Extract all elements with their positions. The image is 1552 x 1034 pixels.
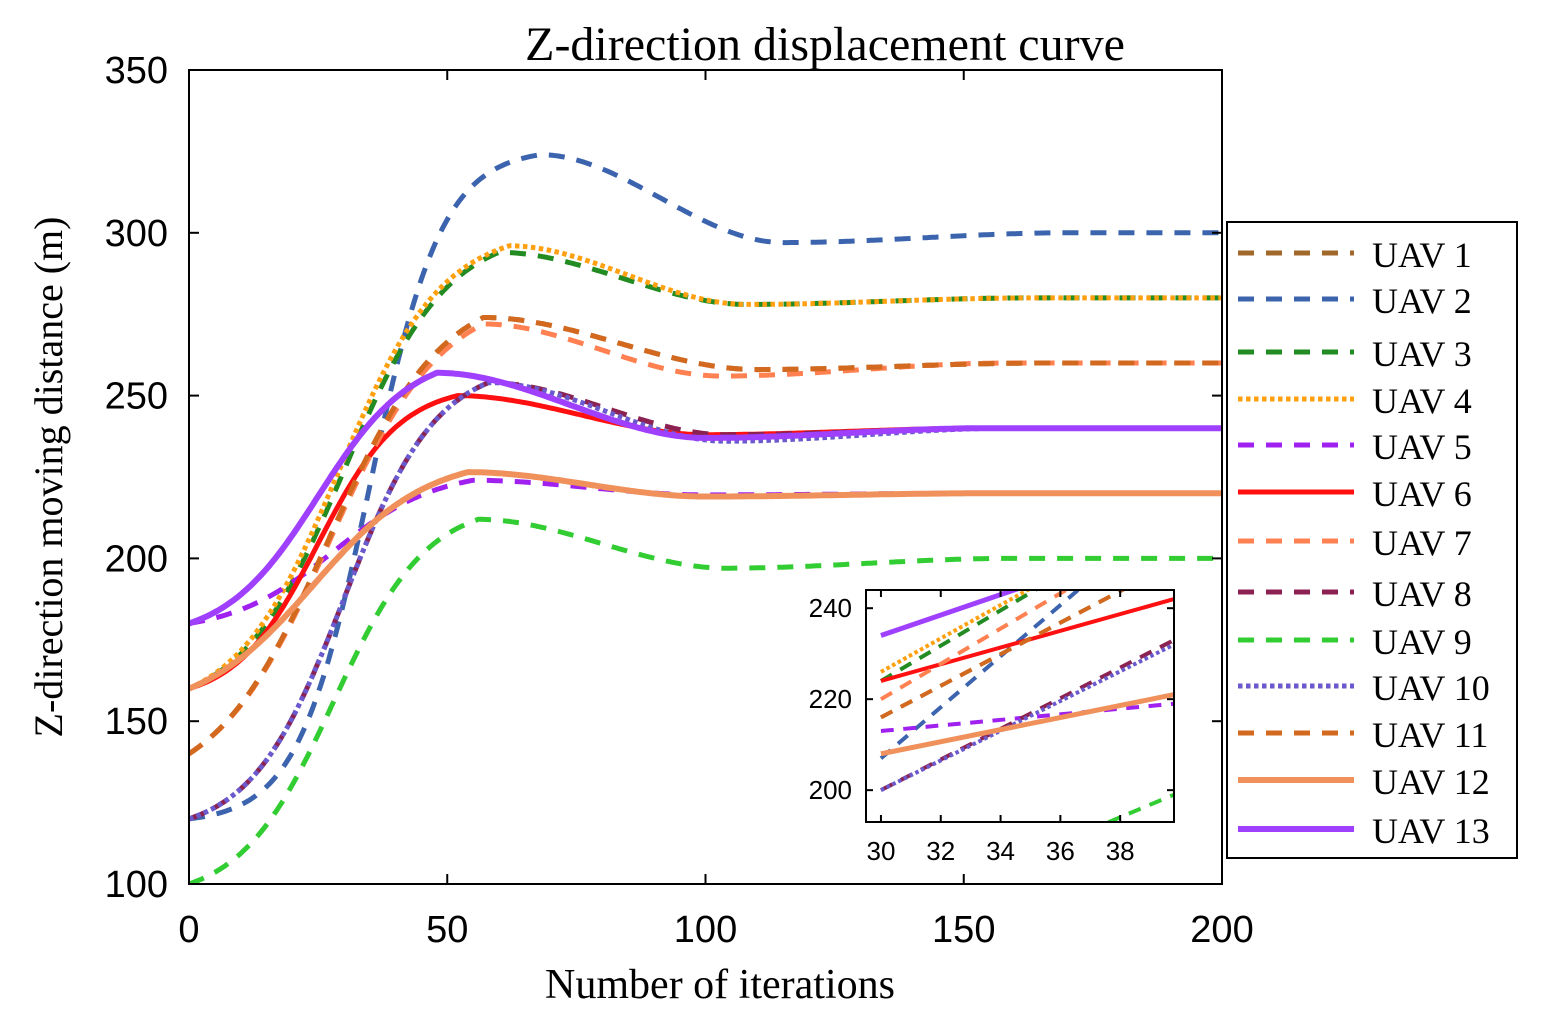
inset-series-line-uav-13 — [880, 590, 1022, 638]
y-axis-label: Z-direction moving distance (m) — [26, 217, 71, 738]
y-tick-label: 250 — [105, 376, 168, 418]
legend-label-uav-2: UAV 2 — [1372, 281, 1472, 321]
legend-label-uav-9: UAV 9 — [1372, 622, 1472, 662]
inset-series-line-uav-11 — [880, 590, 1127, 720]
legend-label-uav-7: UAV 7 — [1372, 523, 1472, 563]
y-tick-label: 350 — [105, 50, 168, 92]
main-axis-ticks: 0 50 100 150 200 100 150 200 250 300 350 — [105, 50, 1254, 951]
series-line-uav-9 — [189, 516, 1222, 884]
y-tick-label: 200 — [105, 538, 168, 580]
inset-series-line-uav-7 — [879, 590, 1070, 701]
inset-x-tick-label: 36 — [1046, 836, 1075, 866]
legend-label-uav-4: UAV 4 — [1372, 381, 1472, 421]
inset-axis-ticks: 30 32 34 36 38 200 220 240 — [809, 590, 1174, 866]
inset-plot: 30 32 34 36 38 200 220 240 — [809, 589, 1175, 866]
x-tick-label: 200 — [1190, 909, 1253, 951]
inset-series-line-uav-5 — [880, 701, 1174, 734]
legend-label-uav-3: UAV 3 — [1372, 334, 1472, 374]
y-tick-label: 150 — [105, 701, 168, 743]
x-tick-label: 100 — [674, 909, 737, 951]
series-line-uav-8 — [189, 380, 1222, 822]
series-line-uav-12 — [189, 469, 1222, 692]
legend-label-uav-1: UAV 1 — [1372, 235, 1472, 275]
legend-label-uav-12: UAV 12 — [1372, 762, 1490, 802]
main-plot-series-group — [189, 152, 1222, 884]
inset-series-line-uav-3 — [879, 590, 1040, 683]
inset-series-line-uav-12 — [880, 692, 1174, 757]
chart-title: Z-direction displacement curve — [525, 18, 1125, 71]
inset-y-tick-label: 240 — [809, 593, 852, 623]
legend-label-uav-10: UAV 10 — [1372, 668, 1490, 708]
legend-label-uav-5: UAV 5 — [1372, 427, 1472, 467]
series-line-uav-2 — [189, 152, 1222, 822]
x-tick-label: 150 — [932, 909, 995, 951]
inset-series-line-uav-8 — [880, 638, 1174, 792]
x-tick-label: 0 — [178, 909, 199, 951]
series-line-uav-13 — [189, 369, 1222, 627]
x-axis-label: Number of iterations — [545, 962, 895, 1008]
legend: UAV 1 UAV 2 UAV 3 UAV 4 UAV 5 UAV 6 UAV 7 UAV 8… — [1226, 221, 1518, 859]
inset-x-tick-label: 32 — [926, 836, 955, 866]
inset-frame — [865, 589, 1175, 823]
inset-y-tick-label: 220 — [809, 684, 852, 714]
inset-series-line-uav-10 — [880, 642, 1174, 792]
legend-label-uav-13: UAV 13 — [1372, 811, 1490, 851]
inset-y-tick-label: 200 — [809, 775, 852, 805]
legend-label-uav-8: UAV 8 — [1372, 574, 1472, 614]
x-tick-label: 50 — [426, 909, 468, 951]
y-tick-label: 300 — [105, 213, 168, 255]
inset-series-group — [879, 590, 1174, 822]
y-tick-label: 100 — [105, 864, 168, 906]
legend-label-uav-6: UAV 6 — [1372, 474, 1472, 514]
series-line-uav-11 — [189, 315, 1222, 756]
legend-label-uav-11: UAV 11 — [1372, 715, 1488, 755]
inset-x-tick-label: 30 — [866, 836, 895, 866]
inset-x-tick-label: 34 — [986, 836, 1015, 866]
inset-x-tick-label: 38 — [1106, 836, 1135, 866]
